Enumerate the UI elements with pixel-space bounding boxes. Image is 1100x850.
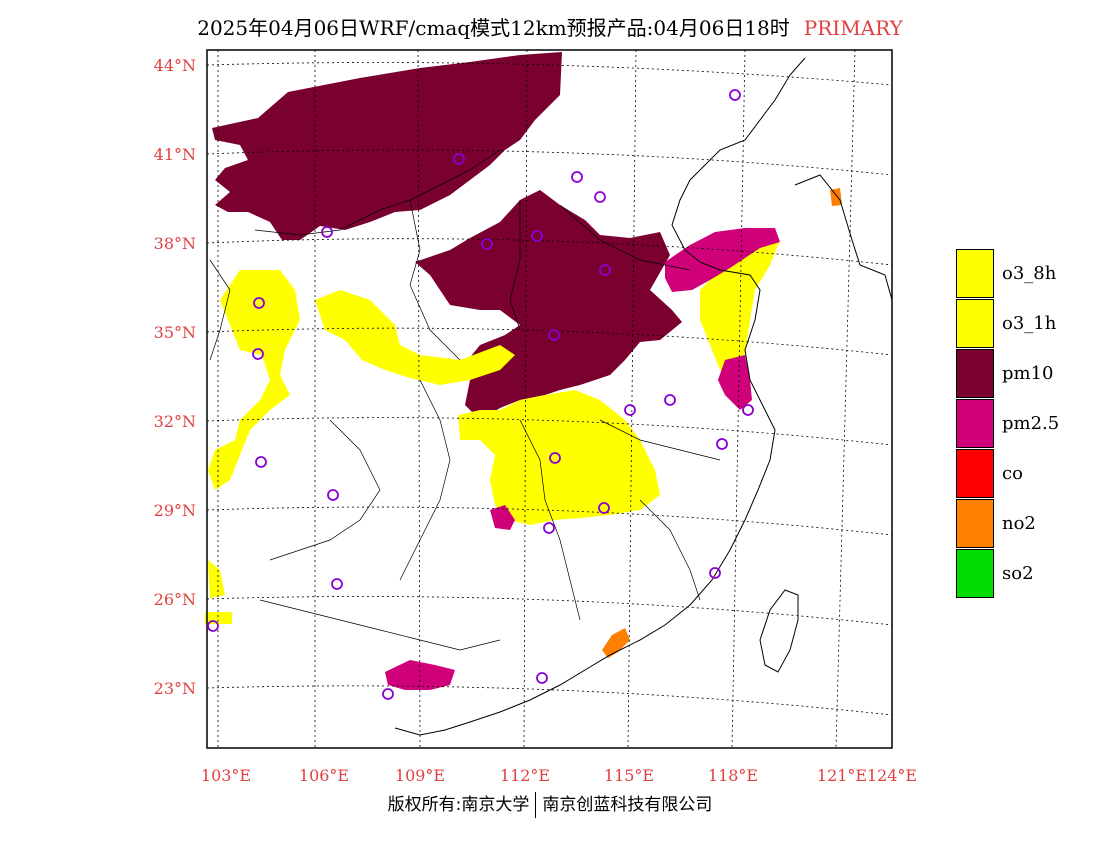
o3-field-mid (315, 290, 515, 385)
legend-swatch (956, 449, 994, 498)
station-marker (624, 404, 636, 416)
monitoring-stations (207, 89, 754, 700)
pm25-field-hunan (490, 505, 515, 530)
pm25-field-jiangsu (718, 355, 752, 410)
legend-label: co (1002, 463, 1023, 484)
lat-label: 29°N (154, 501, 196, 520)
station-marker (742, 404, 754, 416)
legend-label: pm2.5 (1002, 413, 1060, 434)
station-marker (549, 452, 561, 464)
legend-swatch (956, 549, 994, 598)
lat-label: 41°N (154, 145, 196, 164)
pm25-field-north (665, 228, 780, 292)
map-frame (206, 49, 893, 749)
legend-label: so2 (1002, 563, 1034, 584)
lat-label: 38°N (154, 234, 196, 253)
taiwan-outline (759, 589, 799, 673)
lon-label: 109°E (395, 766, 445, 785)
lat-label: 44°N (154, 56, 196, 75)
lon-label: 112°E (500, 766, 550, 785)
legend-label: no2 (1002, 513, 1036, 534)
lon-label: 106°E (299, 766, 349, 785)
no2-field-guangdong (602, 628, 630, 658)
legend-item: so2 (956, 549, 1076, 599)
legend-swatch (956, 249, 994, 298)
longitude-labels: 103°E 106°E 109°E 112°E 115°E 118°E 121°E 124°E (201, 766, 917, 785)
footer-company: 南京创蓝科技有限公司 (542, 795, 713, 815)
lat-label: 32°N (154, 412, 196, 431)
station-marker (716, 438, 728, 450)
lon-label: 118°E (708, 766, 758, 785)
lat-label: 26°N (154, 590, 196, 609)
footer: 版权所有:南京大学 南京创蓝科技有限公司 (0, 790, 1100, 818)
title-text: 2025年04月06日WRF/cmaq模式12km预报产品:04月06日18时 (197, 16, 790, 40)
station-marker (729, 89, 741, 101)
station-marker (531, 230, 543, 242)
latitude-labels: 44°N 41°N 38°N 35°N 32°N 29°N 26°N 23°N (154, 56, 196, 698)
legend-item: pm10 (956, 349, 1076, 399)
station-marker (481, 238, 493, 250)
footer-separator (535, 792, 537, 818)
legend-item: no2 (956, 499, 1076, 549)
pm10-field-central (415, 190, 682, 420)
lon-label: 115°E (604, 766, 654, 785)
station-marker (543, 522, 555, 534)
legend-label: o3_1h (1002, 313, 1057, 334)
legend-swatch (956, 299, 994, 348)
station-marker (709, 567, 721, 579)
legend-item: pm2.5 (956, 399, 1076, 449)
legend: o3_8h o3_1h pm10 pm2.5 co no2 so2 (956, 249, 1076, 599)
map-title: 2025年04月06日WRF/cmaq模式12km预报产品:04月06日18时 P… (0, 12, 1100, 41)
korea-outline (794, 174, 893, 301)
legend-label: pm10 (1002, 363, 1054, 384)
coastline (394, 57, 806, 736)
station-marker (599, 264, 611, 276)
station-marker (594, 191, 606, 203)
lat-label: 23°N (154, 679, 196, 698)
legend-swatch (956, 349, 994, 398)
no2-field-coast (830, 188, 842, 206)
o3-field-southwest (208, 560, 225, 598)
legend-item: o3_8h (956, 249, 1076, 299)
station-marker (331, 578, 343, 590)
station-marker (382, 688, 394, 700)
province-borders (209, 149, 721, 651)
station-marker (255, 456, 267, 468)
station-marker (571, 171, 583, 183)
legend-swatch (956, 499, 994, 548)
o3-field-central (458, 390, 660, 525)
pm10-field-north (212, 52, 562, 240)
pollution-fields (205, 52, 842, 690)
map-border (206, 49, 893, 749)
lon-label: 103°E (201, 766, 251, 785)
footer-copyright: 版权所有:南京大学 (387, 795, 530, 815)
lon-label: 121°E (817, 766, 867, 785)
station-marker (548, 329, 560, 341)
legend-item: o3_1h (956, 299, 1076, 349)
station-marker (253, 297, 265, 309)
primary-label: PRIMARY (803, 16, 903, 40)
station-marker (327, 489, 339, 501)
station-marker (598, 502, 610, 514)
station-marker (453, 153, 465, 165)
station-marker (536, 672, 548, 684)
lon-label: 124°E (867, 766, 917, 785)
o3-field-west (208, 270, 300, 490)
station-marker (207, 620, 219, 632)
station-marker (321, 226, 333, 238)
lat-label: 35°N (154, 323, 196, 342)
legend-item: co (956, 449, 1076, 499)
graticule (206, 49, 893, 749)
station-marker (252, 348, 264, 360)
station-marker (664, 394, 676, 406)
legend-swatch (956, 399, 994, 448)
legend-label: o3_8h (1002, 263, 1057, 284)
